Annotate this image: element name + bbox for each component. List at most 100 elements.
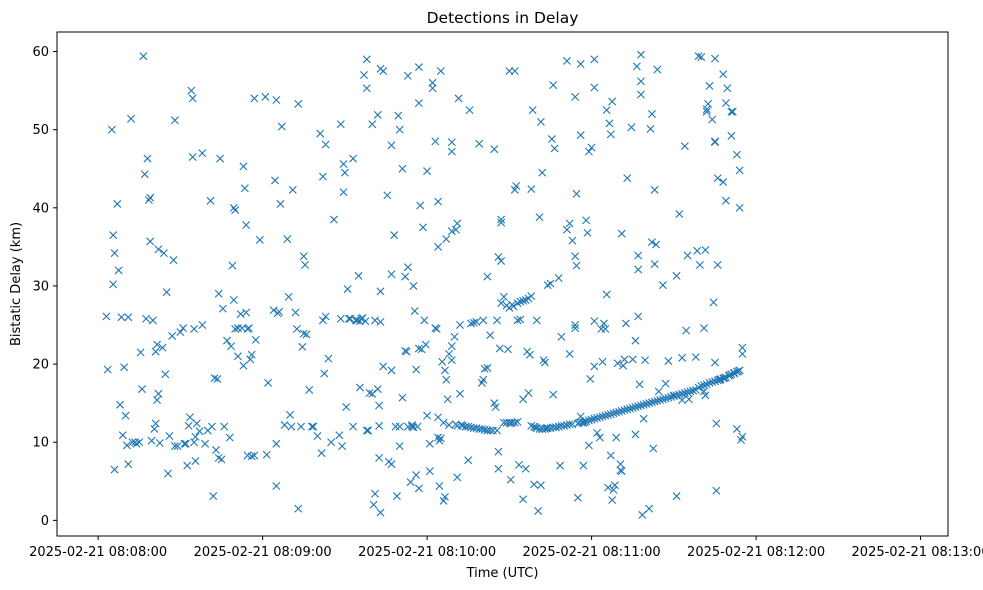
data-point-marker [176, 328, 185, 337]
data-point-marker [317, 449, 326, 458]
data-point-marker [472, 317, 481, 326]
data-point-marker [185, 413, 194, 422]
data-point-marker [213, 374, 222, 383]
data-point-marker [738, 343, 747, 352]
data-point-marker [634, 312, 643, 321]
data-point-marker [434, 197, 443, 206]
data-point-marker [371, 316, 380, 325]
data-point-marker [532, 316, 541, 325]
data-point-marker [642, 399, 651, 408]
data-point-marker [439, 418, 448, 427]
x-tick-label: 2025-02-21 08:11:00 [523, 545, 661, 560]
data-point-marker [302, 330, 311, 339]
data-point-marker [294, 99, 303, 108]
data-point-marker [609, 485, 618, 494]
data-point-marker [218, 304, 227, 313]
data-point-marker [169, 256, 178, 265]
data-point-marker [247, 350, 256, 359]
data-point-marker [229, 203, 238, 212]
data-point-marker [198, 149, 207, 158]
data-point-marker [365, 389, 374, 397]
data-point-marker [343, 285, 352, 294]
data-point-marker [479, 375, 488, 384]
data-point-marker [395, 125, 404, 134]
data-point-marker [118, 431, 127, 440]
data-point-marker [713, 260, 722, 269]
data-point-marker [421, 340, 430, 349]
data-point-marker [414, 484, 423, 493]
data-point-marker [495, 344, 504, 353]
data-point-marker [466, 319, 475, 328]
data-point-marker [183, 461, 192, 470]
data-point-marker [606, 410, 615, 419]
data-point-marker [546, 279, 555, 288]
data-point-marker [151, 347, 160, 356]
data-point-marker [151, 419, 160, 428]
data-point-marker [549, 390, 558, 399]
data-point-marker [586, 374, 595, 383]
data-point-marker [565, 420, 574, 429]
x-axis-label: Time (UTC) [466, 566, 539, 581]
data-point-marker [669, 392, 678, 401]
data-point-marker [695, 260, 704, 269]
data-point-marker [390, 231, 399, 240]
data-point-marker [527, 292, 536, 301]
data-point-marker [198, 321, 207, 330]
data-point-marker [593, 414, 602, 422]
data-point-marker [239, 361, 248, 370]
data-point-marker [536, 481, 545, 490]
data-point-marker [712, 486, 721, 495]
data-point-marker [414, 63, 423, 72]
data-point-marker [117, 313, 126, 322]
data-point-marker [732, 150, 741, 159]
data-point-marker [451, 225, 460, 234]
data-point-marker [525, 350, 534, 359]
data-point-marker [368, 389, 377, 398]
data-point-marker [678, 396, 687, 405]
data-point-marker [362, 426, 371, 435]
data-point-marker [395, 422, 404, 431]
data-point-marker [464, 422, 473, 431]
data-point-marker [107, 125, 116, 134]
data-point-marker [491, 403, 500, 412]
x-axis-ticks: 2025-02-21 08:08:00 2025-02-21 08:09:00 20… [29, 536, 983, 560]
data-point-marker [735, 203, 744, 212]
data-point-marker [582, 216, 591, 225]
data-point-marker [636, 77, 645, 86]
data-point-marker [738, 432, 747, 441]
data-point-marker [255, 235, 264, 244]
data-point-marker [272, 439, 281, 448]
data-point-marker [192, 419, 201, 428]
data-point-marker [445, 349, 454, 358]
data-point-marker [436, 434, 445, 443]
data-point-marker [647, 238, 656, 247]
data-point-marker [113, 199, 122, 208]
data-point-marker [700, 324, 708, 333]
data-point-marker [403, 71, 412, 80]
data-point-marker [398, 164, 407, 173]
data-point-marker [440, 366, 449, 375]
data-point-marker [628, 403, 637, 412]
data-point-marker [401, 272, 410, 281]
data-point-marker [621, 319, 630, 328]
data-point-marker [170, 442, 179, 451]
data-point-marker [590, 362, 599, 371]
data-point-marker [678, 389, 687, 398]
data-point-marker [628, 355, 637, 364]
data-point-marker [184, 421, 193, 430]
data-point-marker [710, 137, 719, 146]
data-point-marker [636, 50, 645, 59]
data-point-marker [212, 446, 220, 455]
data-point-marker [656, 396, 665, 405]
plot-frame [56, 31, 949, 537]
data-point-marker [299, 252, 308, 261]
data-point-marker [287, 422, 296, 431]
data-point-marker [207, 422, 216, 431]
data-point-marker [497, 299, 506, 308]
data-point-marker [510, 418, 519, 427]
data-point-marker [535, 213, 544, 222]
data-point-marker [568, 236, 577, 245]
data-point-marker [658, 395, 667, 404]
data-point-marker [339, 160, 348, 169]
data-point-marker [109, 280, 118, 289]
